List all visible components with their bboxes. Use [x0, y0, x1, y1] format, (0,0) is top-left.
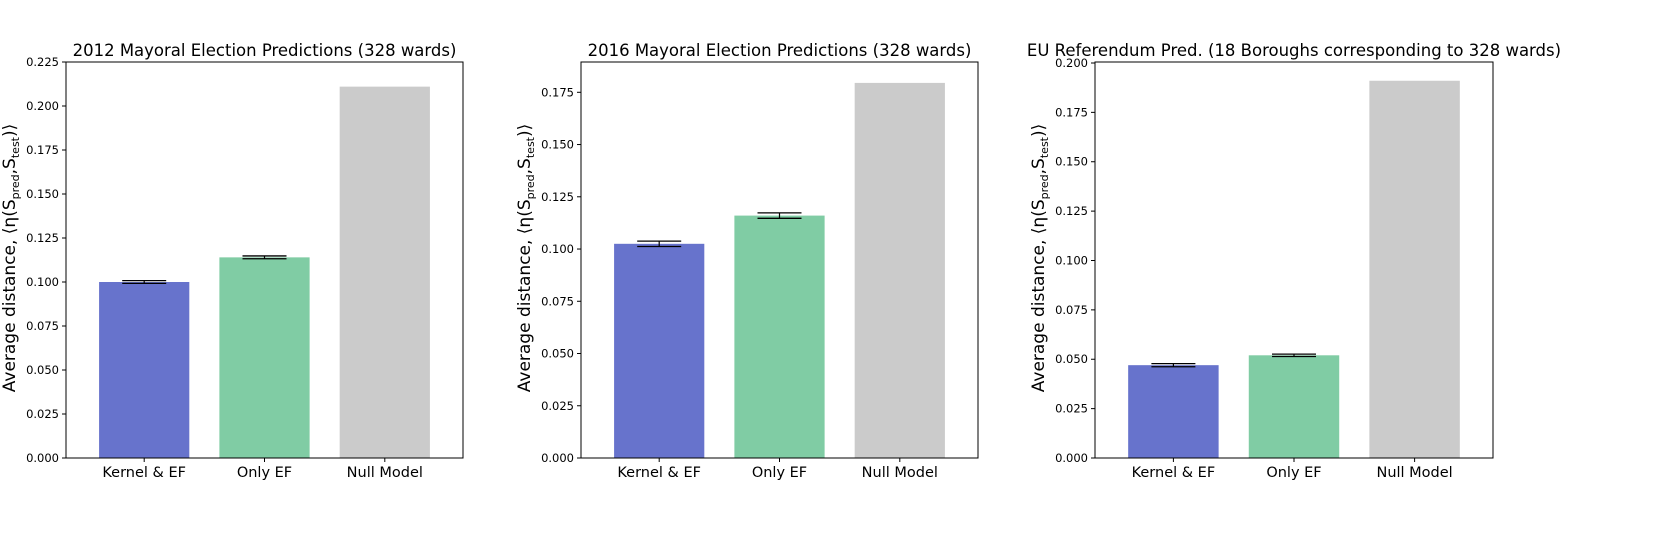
y-tick-label: 0.000 — [1055, 451, 1088, 465]
chart-panel-1: Kernel & EF Only EF Null Model 0.000 0.025 0.… — [0, 41, 464, 481]
y-tick-label: 0.175 — [1055, 105, 1088, 119]
bar — [1128, 365, 1219, 458]
y-tick-label: 0.125 — [541, 190, 574, 204]
y-tick-label: 0.075 — [541, 294, 574, 308]
y-axis-label: Average distance, ⟨η(Spred,Stest)⟩ — [515, 124, 537, 393]
x-tick-label: Kernel & EF — [1132, 465, 1216, 481]
y-tick-label: 0.200 — [26, 99, 59, 113]
x-tick-label: Kernel & EF — [617, 465, 701, 481]
x-tick-label: Kernel & EF — [102, 465, 186, 481]
y-tick-label: 0.100 — [26, 275, 59, 289]
y-tick-label: 0.175 — [26, 143, 59, 157]
bar — [734, 215, 825, 458]
bar — [99, 282, 190, 458]
plot-frame — [1094, 61, 1494, 459]
plot-frame — [580, 61, 979, 459]
x-tick-label: Only EF — [752, 465, 807, 481]
chart-panel-3: Kernel & EF Only EF Null Model 0.000 0.025 0.… — [1027, 41, 1561, 481]
y-tick-label: 0.225 — [26, 55, 59, 69]
y-tick-label: 0.025 — [26, 407, 59, 421]
x-tick-label: Only EF — [1266, 465, 1321, 481]
y-tick-label: 0.150 — [26, 187, 59, 201]
y-tick-label: 0.075 — [1055, 303, 1088, 317]
y-tick-label: 0.175 — [541, 85, 574, 99]
y-tick-label: 0.200 — [1055, 56, 1088, 70]
y-tick-label: 0.100 — [541, 242, 574, 256]
x-tick-label: Null Model — [862, 465, 938, 481]
y-tick-label: 0.100 — [1055, 253, 1088, 267]
bar — [339, 86, 430, 458]
y-tick-label: 0.025 — [541, 399, 574, 413]
y-tick-label: 0.050 — [1055, 352, 1088, 366]
bar — [1369, 80, 1460, 458]
y-axis-label: Average distance, ⟨η(Spred,Stest)⟩ — [0, 124, 22, 393]
y-tick-label: 0.050 — [541, 347, 574, 361]
chart-title: 2012 Mayoral Election Predictions (328 w… — [73, 41, 457, 60]
y-tick-label: 0.000 — [541, 451, 574, 465]
y-tick-label: 0.150 — [1055, 155, 1088, 169]
bar — [854, 82, 945, 458]
y-axis-label: Average distance, ⟨η(Spred,Stest)⟩ — [1029, 124, 1051, 393]
x-tick-label: Null Model — [347, 465, 423, 481]
x-tick-label: Null Model — [1376, 465, 1452, 481]
bar — [614, 243, 705, 458]
y-tick-label: 0.050 — [26, 363, 59, 377]
y-tick-label: 0.125 — [1055, 204, 1088, 218]
plot-frame — [65, 61, 464, 459]
y-tick-label: 0.000 — [26, 451, 59, 465]
chart-panel-2: Kernel & EF Only EF Null Model 0.000 0.025 0.… — [515, 41, 979, 481]
y-tick-label: 0.075 — [26, 319, 59, 333]
chart-title: 2016 Mayoral Election Predictions (328 w… — [588, 41, 972, 60]
bar — [219, 257, 310, 458]
y-tick-label: 0.025 — [1055, 402, 1088, 416]
y-tick-label: 0.125 — [26, 231, 59, 245]
x-tick-label: Only EF — [237, 465, 292, 481]
bar — [1248, 355, 1340, 458]
chart-title: EU Referendum Pred. (18 Boroughs corresp… — [1027, 41, 1561, 60]
y-tick-label: 0.150 — [541, 138, 574, 152]
